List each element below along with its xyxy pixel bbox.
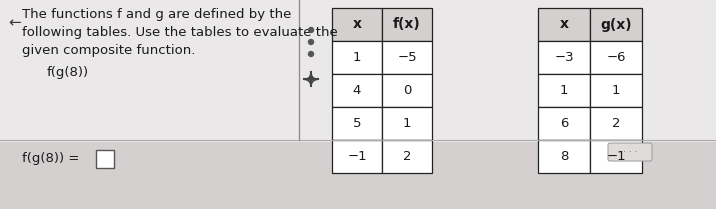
Bar <box>332 41 382 74</box>
Text: 5: 5 <box>353 117 362 130</box>
Bar <box>332 140 382 173</box>
Text: 0: 0 <box>403 84 411 97</box>
Bar <box>538 107 590 140</box>
Text: 4: 4 <box>353 84 361 97</box>
Bar <box>382 74 432 107</box>
FancyBboxPatch shape <box>608 143 652 161</box>
Text: given composite function.: given composite function. <box>22 44 195 57</box>
Bar <box>590 140 642 173</box>
Text: 1: 1 <box>560 84 569 97</box>
Text: f(g(8)) =: f(g(8)) = <box>22 152 84 165</box>
Text: The functions f and g are defined by the: The functions f and g are defined by the <box>22 8 291 21</box>
Circle shape <box>309 40 314 45</box>
Text: 2: 2 <box>402 150 411 163</box>
Bar <box>590 74 642 107</box>
Text: x: x <box>559 18 569 32</box>
Bar <box>590 8 642 41</box>
Bar <box>332 107 382 140</box>
Text: ←: ← <box>8 15 21 30</box>
Text: 2: 2 <box>611 117 620 130</box>
Circle shape <box>309 28 314 33</box>
Text: f(g(8)): f(g(8)) <box>47 66 89 79</box>
Bar <box>538 8 590 41</box>
Text: 6: 6 <box>560 117 569 130</box>
Circle shape <box>309 51 314 56</box>
Bar <box>382 8 432 41</box>
Bar <box>332 8 382 41</box>
Text: · · ·: · · · <box>623 148 637 157</box>
FancyBboxPatch shape <box>96 150 114 168</box>
Text: −1: −1 <box>347 150 367 163</box>
Text: −1: −1 <box>606 150 626 163</box>
Text: −5: −5 <box>397 51 417 64</box>
Text: x: x <box>352 18 362 32</box>
Text: 1: 1 <box>402 117 411 130</box>
Text: 8: 8 <box>560 150 569 163</box>
Text: −6: −6 <box>606 51 626 64</box>
Text: f(x): f(x) <box>393 18 421 32</box>
Bar <box>590 41 642 74</box>
Text: 1: 1 <box>353 51 362 64</box>
Bar <box>538 140 590 173</box>
Bar <box>382 41 432 74</box>
Bar <box>538 74 590 107</box>
Bar <box>590 107 642 140</box>
Bar <box>538 41 590 74</box>
Text: following tables. Use the tables to evaluate the: following tables. Use the tables to eval… <box>22 26 338 39</box>
Text: g(x): g(x) <box>600 18 632 32</box>
Text: 1: 1 <box>611 84 620 97</box>
Bar <box>0 0 716 142</box>
Bar <box>382 107 432 140</box>
Bar <box>332 74 382 107</box>
Bar <box>382 140 432 173</box>
Text: −3: −3 <box>554 51 574 64</box>
